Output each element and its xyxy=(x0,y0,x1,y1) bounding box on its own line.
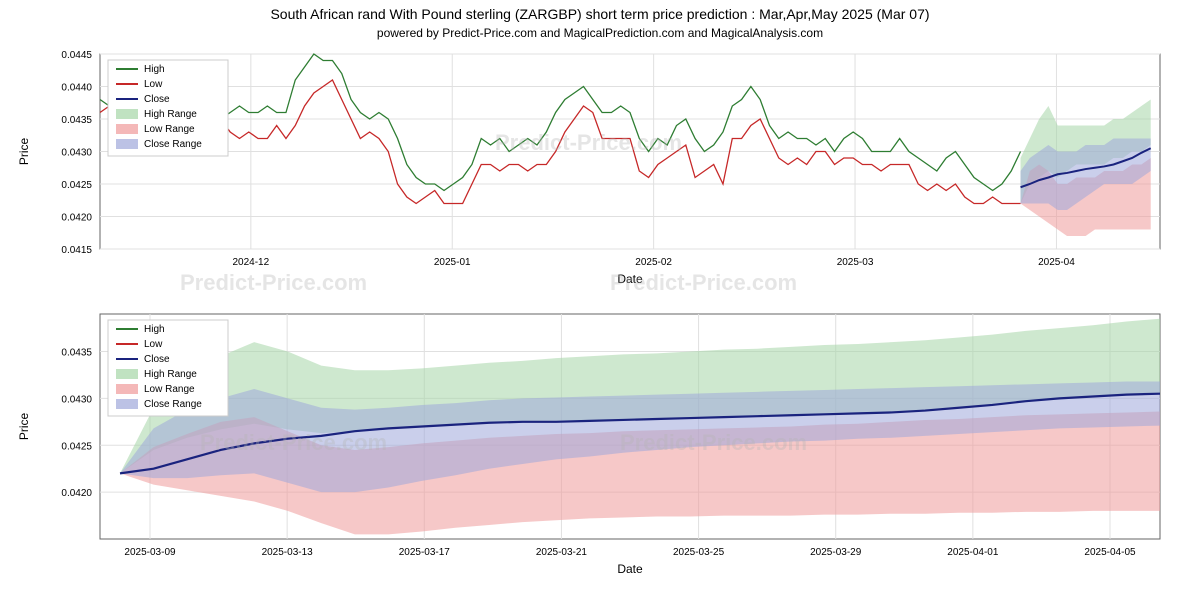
svg-text:0.0420: 0.0420 xyxy=(61,488,92,499)
svg-text:0.0415: 0.0415 xyxy=(61,245,92,256)
svg-text:Low Range: Low Range xyxy=(144,384,195,395)
svg-text:High: High xyxy=(144,324,165,335)
svg-text:Low Range: Low Range xyxy=(144,124,195,135)
svg-text:0.0445: 0.0445 xyxy=(61,50,92,61)
top-chart-svg: 0.0415 0.0420 0.0425 0.0430 0.0435 0.0440 0.04… xyxy=(0,44,1200,304)
svg-text:Close Range: Close Range xyxy=(144,399,202,410)
svg-text:Low: Low xyxy=(144,339,163,350)
svg-text:Price: Price xyxy=(17,138,31,166)
svg-text:2025-04-05: 2025-04-05 xyxy=(1084,547,1136,558)
svg-text:0.0430: 0.0430 xyxy=(61,394,92,405)
svg-text:Low: Low xyxy=(144,79,163,90)
svg-text:2025-03: 2025-03 xyxy=(837,257,874,268)
svg-text:Close Range: Close Range xyxy=(144,139,202,150)
svg-text:2025-03-25: 2025-03-25 xyxy=(673,547,725,558)
svg-text:2024-12: 2024-12 xyxy=(232,257,269,268)
chart-title: South African rand With Pound sterling (… xyxy=(0,0,1200,22)
svg-text:2025-04: 2025-04 xyxy=(1038,257,1075,268)
svg-text:2025-04-01: 2025-04-01 xyxy=(947,547,999,558)
bottom-chart-svg: 0.0420 0.0425 0.0430 0.0435 2025-03-09 2025-0… xyxy=(0,304,1200,594)
svg-text:0.0425: 0.0425 xyxy=(61,180,92,191)
svg-text:0.0430: 0.0430 xyxy=(61,148,92,159)
svg-text:0.0440: 0.0440 xyxy=(61,83,92,94)
svg-text:2025-03-21: 2025-03-21 xyxy=(536,547,588,558)
svg-text:Price: Price xyxy=(17,413,31,441)
svg-text:2025-03-13: 2025-03-13 xyxy=(262,547,314,558)
svg-text:Close: Close xyxy=(144,354,170,365)
svg-text:2025-03-17: 2025-03-17 xyxy=(399,547,451,558)
svg-text:High Range: High Range xyxy=(144,369,197,380)
chart-subtitle: powered by Predict-Price.com and Magical… xyxy=(0,22,1200,44)
svg-text:Close: Close xyxy=(144,94,170,105)
chart-container: South African rand With Pound sterling (… xyxy=(0,0,1200,600)
svg-text:0.0435: 0.0435 xyxy=(61,348,92,359)
svg-text:High Range: High Range xyxy=(144,109,197,120)
svg-text:2025-01: 2025-01 xyxy=(434,257,471,268)
svg-text:Date: Date xyxy=(617,272,643,286)
svg-text:2025-03-09: 2025-03-09 xyxy=(124,547,176,558)
svg-text:High: High xyxy=(144,64,165,75)
svg-text:Date: Date xyxy=(617,562,643,576)
svg-text:0.0425: 0.0425 xyxy=(61,441,92,452)
svg-text:2025-02: 2025-02 xyxy=(635,257,672,268)
svg-text:0.0435: 0.0435 xyxy=(61,115,92,126)
svg-text:0.0420: 0.0420 xyxy=(61,213,92,224)
svg-text:2025-03-29: 2025-03-29 xyxy=(810,547,862,558)
